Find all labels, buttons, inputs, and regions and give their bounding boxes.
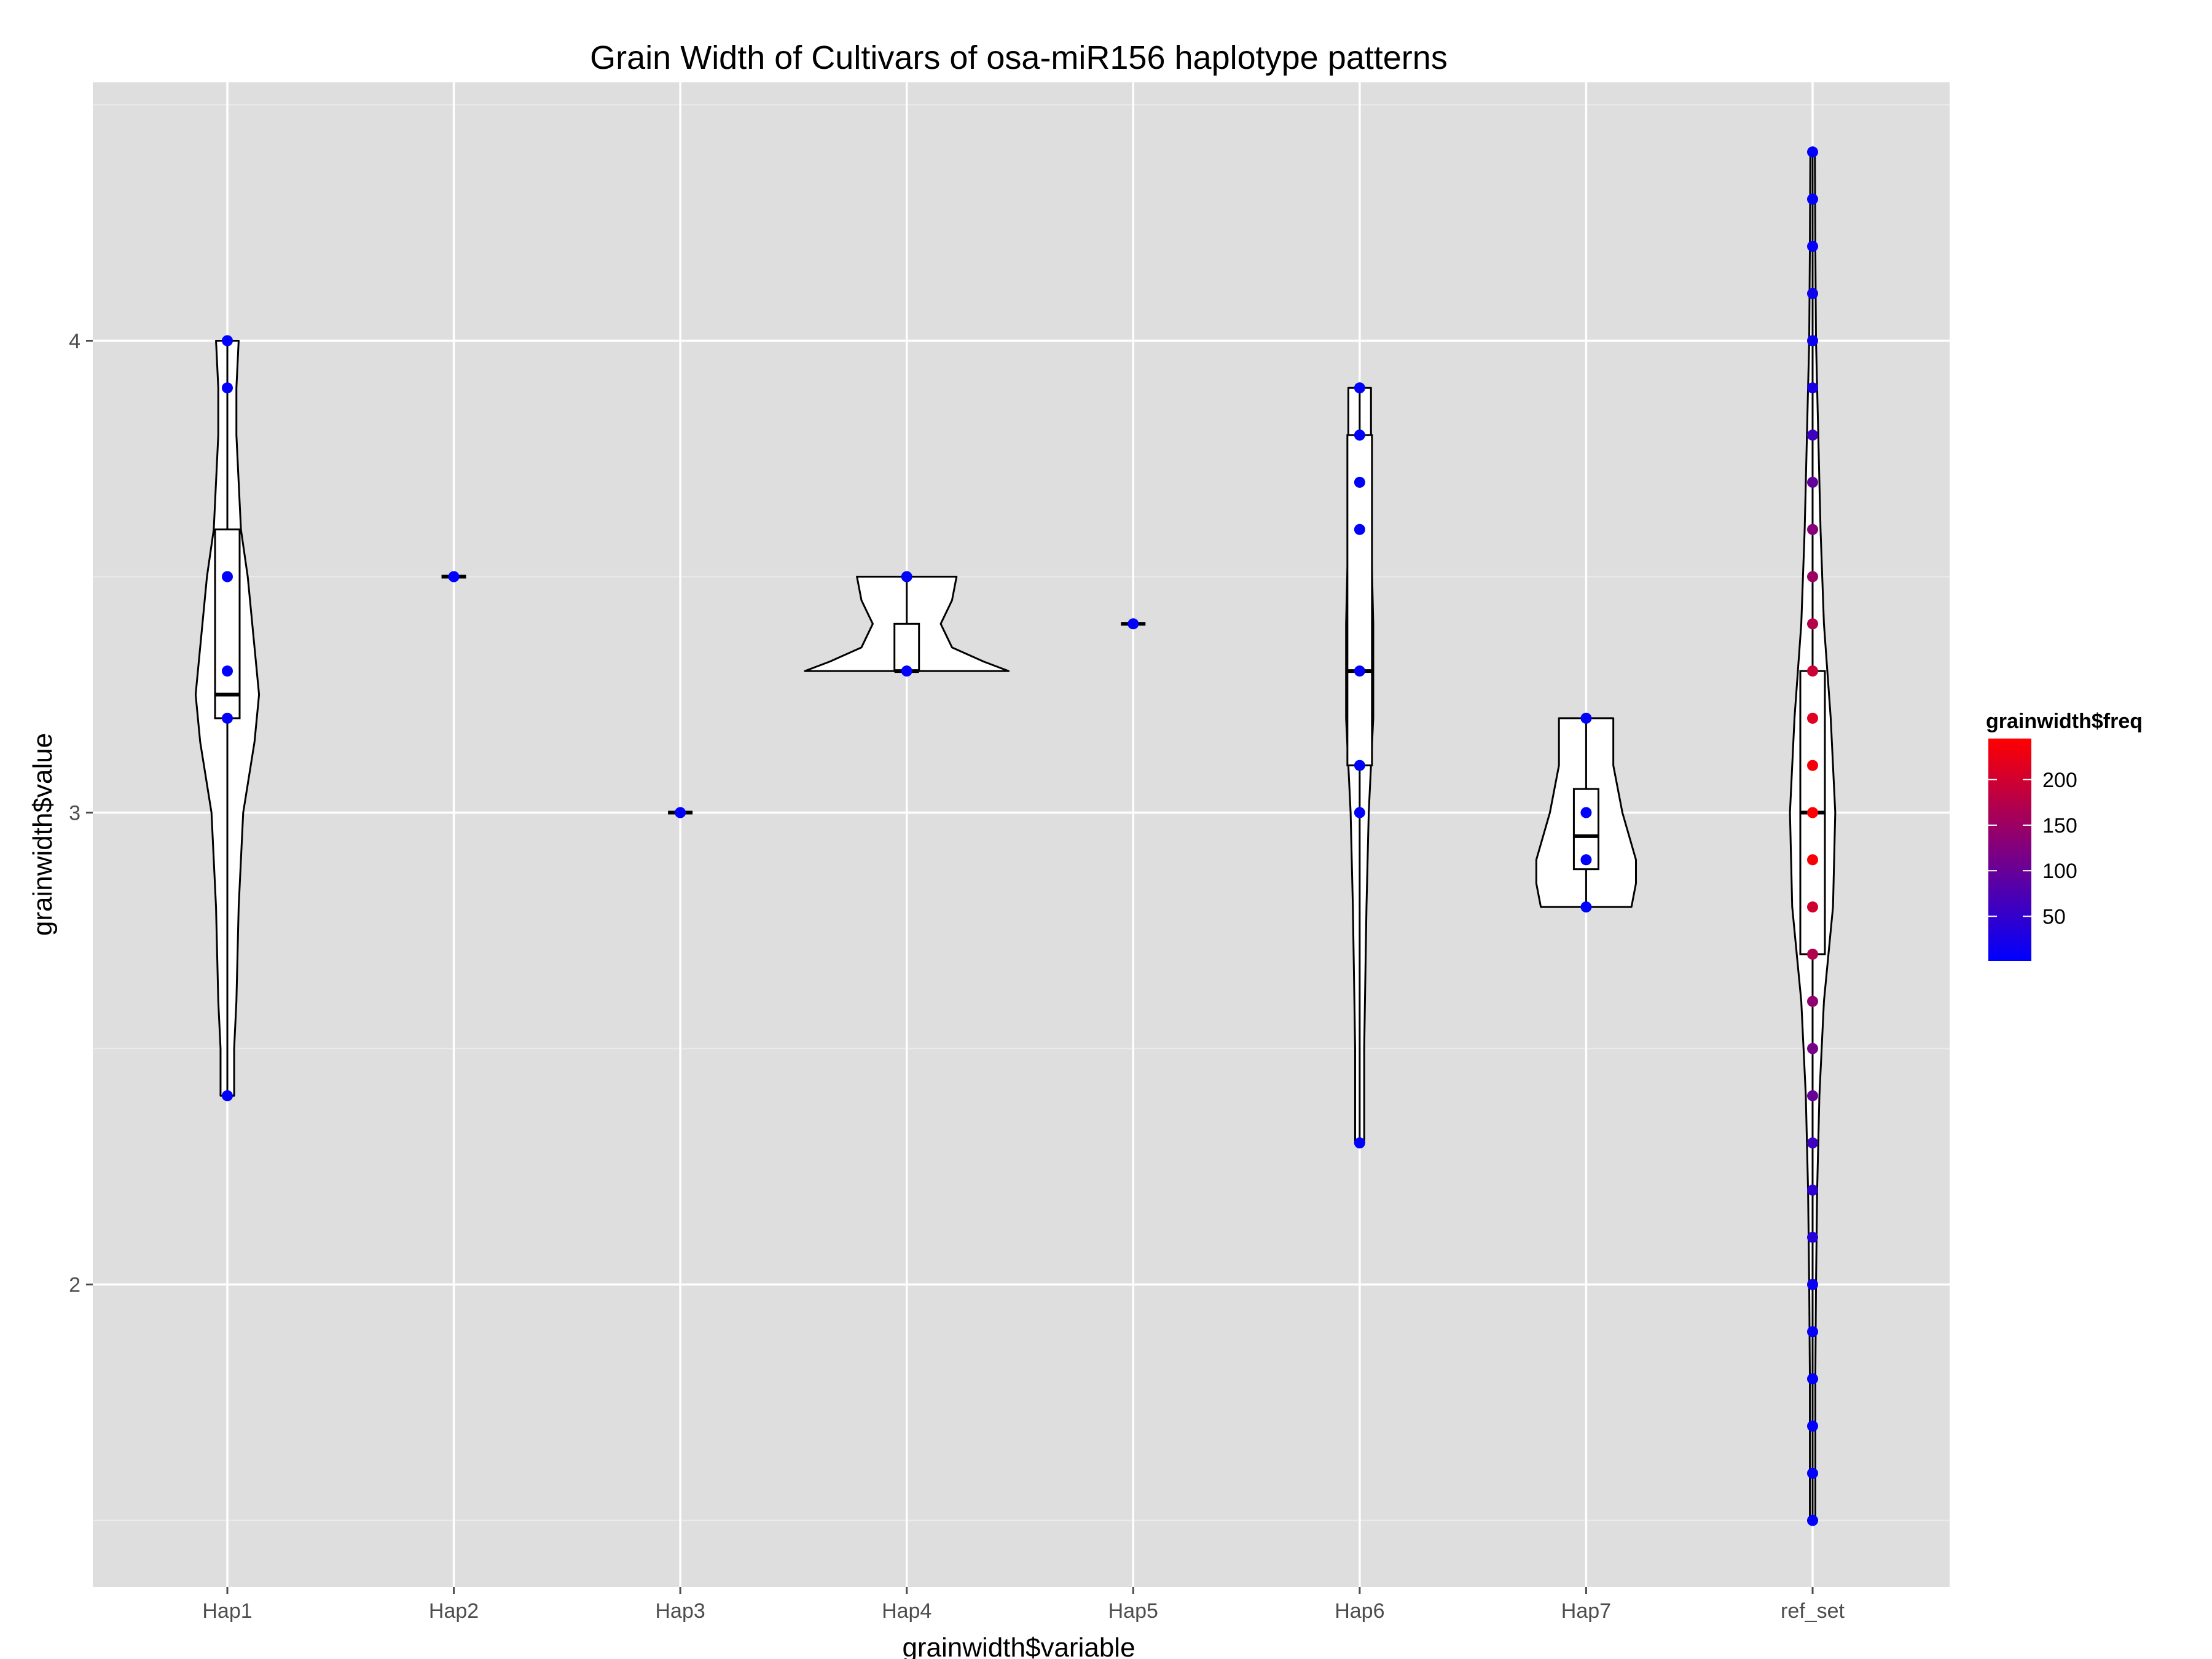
- data-point-Hap3: [675, 807, 686, 818]
- chart-title: Grain Width of Cultivars of osa-miR156 h…: [590, 39, 1448, 76]
- legend: grainwidth$freq 50 100 150 200: [1986, 710, 2143, 961]
- data-point-ref_set: [1806, 288, 1818, 299]
- data-point-Hap1: [222, 665, 233, 677]
- violin-group-Hap7: [1535, 712, 1637, 913]
- data-point-ref_set: [1806, 524, 1818, 535]
- data-point-ref_set: [1806, 807, 1818, 818]
- x-tick-label-Hap1: Hap1: [202, 1599, 252, 1623]
- data-point-ref_set: [1806, 429, 1818, 441]
- legend-tick-label: 150: [2042, 814, 2077, 837]
- data-point-Hap7: [1580, 901, 1592, 913]
- data-point-ref_set: [1806, 194, 1818, 205]
- data-point-ref_set: [1806, 1090, 1818, 1102]
- x-tick-label-Hap3: Hap3: [655, 1599, 705, 1623]
- data-point-ref_set: [1806, 571, 1818, 582]
- data-point-Hap6: [1354, 665, 1365, 677]
- data-point-ref_set: [1806, 1231, 1818, 1243]
- data-point-Hap6: [1354, 1137, 1365, 1149]
- x-tick-label-Hap6: Hap6: [1335, 1599, 1384, 1623]
- data-point-ref_set: [1806, 382, 1818, 394]
- data-point-ref_set: [1806, 1279, 1818, 1290]
- data-point-ref_set: [1806, 1043, 1818, 1054]
- data-point-ref_set: [1806, 1420, 1818, 1432]
- data-point-ref_set: [1806, 146, 1818, 158]
- data-point-ref_set: [1806, 1184, 1818, 1196]
- data-point-ref_set: [1806, 618, 1818, 630]
- data-point-ref_set: [1806, 759, 1818, 771]
- data-point-ref_set: [1806, 854, 1818, 866]
- violin-group-Hap2: [441, 571, 466, 582]
- data-point-Hap6: [1354, 476, 1365, 488]
- x-tick-label-ref_set: ref_set: [1781, 1599, 1845, 1623]
- x-tick-label-Hap7: Hap7: [1561, 1599, 1611, 1623]
- data-point-Hap7: [1580, 712, 1592, 724]
- data-point-ref_set: [1806, 712, 1818, 724]
- violin-marks: [194, 146, 1837, 1526]
- data-point-Hap6: [1354, 524, 1365, 535]
- x-axis: Hap1 Hap2 Hap3 Hap4 Hap5 Hap6 Hap7 ref_set: [202, 1587, 1845, 1623]
- data-point-ref_set: [1806, 476, 1818, 488]
- data-point-Hap6: [1354, 429, 1365, 441]
- x-axis-title: grainwidth$variable: [902, 1633, 1135, 1659]
- data-point-Hap4: [901, 665, 912, 677]
- data-point-ref_set: [1806, 1467, 1818, 1479]
- data-point-ref_set: [1806, 1137, 1818, 1149]
- y-tick-label: 4: [69, 330, 80, 353]
- violin-group-Hap3: [668, 807, 693, 818]
- data-point-Hap5: [1128, 618, 1139, 630]
- data-point-Hap2: [448, 571, 460, 582]
- violin-group-Hap4: [804, 571, 1010, 677]
- violin-group-Hap5: [1121, 618, 1146, 630]
- data-point-Hap6: [1354, 382, 1365, 394]
- data-point-ref_set: [1806, 240, 1818, 252]
- data-point-Hap7: [1580, 807, 1592, 818]
- data-point-ref_set: [1806, 995, 1818, 1007]
- violin-group-Hap1: [194, 335, 261, 1102]
- data-point-ref_set: [1806, 1373, 1818, 1385]
- box-Hap1: [214, 528, 241, 720]
- violin-group-Hap6: [1345, 382, 1375, 1149]
- data-point-Hap1: [222, 382, 233, 394]
- data-point-Hap1: [222, 712, 233, 724]
- legend-colorbar: [1988, 739, 2031, 961]
- data-point-ref_set: [1806, 665, 1818, 677]
- box-Hap4: [893, 622, 920, 672]
- legend-tick-label: 50: [2042, 905, 2066, 928]
- data-point-Hap6: [1354, 759, 1365, 771]
- data-point-ref_set: [1806, 1515, 1818, 1526]
- data-point-Hap1: [222, 335, 233, 347]
- legend-tick-label: 200: [2042, 769, 2077, 792]
- data-point-Hap1: [222, 1090, 233, 1102]
- y-tick-label: 2: [69, 1274, 80, 1297]
- data-point-Hap6: [1354, 807, 1365, 818]
- violin-group-ref_set: [1789, 146, 1837, 1526]
- x-tick-label-Hap4: Hap4: [882, 1599, 931, 1623]
- data-point-ref_set: [1806, 335, 1818, 347]
- plot-panel: [93, 82, 1950, 1587]
- y-axis-title: grainwidth$value: [28, 733, 58, 936]
- data-point-Hap1: [222, 571, 233, 582]
- box-Hap6: [1346, 434, 1373, 767]
- data-point-Hap4: [901, 571, 912, 582]
- data-point-ref_set: [1806, 901, 1818, 913]
- x-tick-label-Hap5: Hap5: [1108, 1599, 1158, 1623]
- data-point-Hap7: [1580, 854, 1592, 866]
- y-tick-label: 3: [69, 802, 80, 825]
- x-tick-label-Hap2: Hap2: [429, 1599, 479, 1623]
- y-axis: 2 3 4: [69, 330, 93, 1297]
- data-point-ref_set: [1806, 1326, 1818, 1338]
- legend-tick-label: 100: [2042, 860, 2077, 883]
- legend-title: grainwidth$freq: [1986, 710, 2143, 733]
- data-point-ref_set: [1806, 948, 1818, 960]
